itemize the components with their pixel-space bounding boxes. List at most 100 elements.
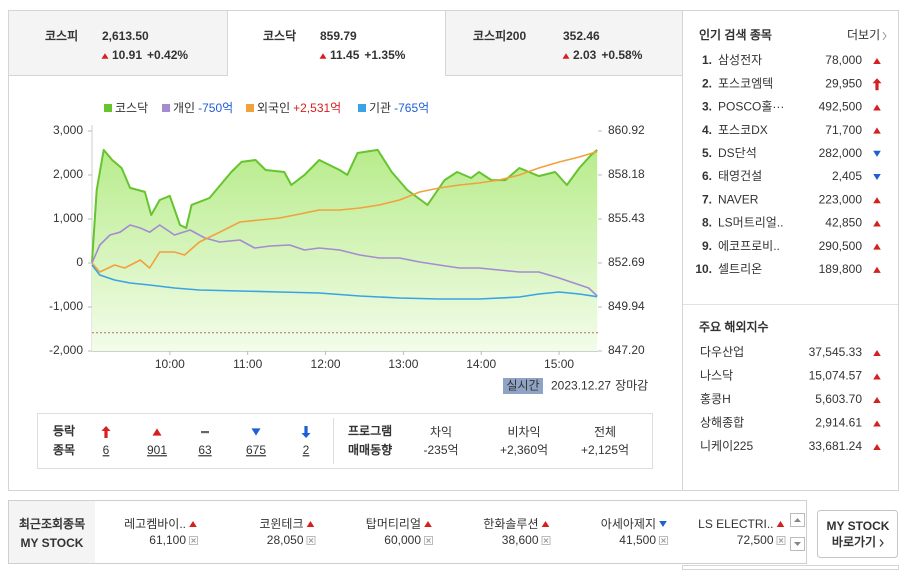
index-tab[interactable] bbox=[8, 10, 228, 76]
remove-x bbox=[661, 538, 666, 543]
popular-name[interactable]: 포스코엠텍 bbox=[718, 76, 773, 90]
popular-rank: 8. bbox=[702, 216, 712, 230]
realtime-badge bbox=[503, 378, 543, 394]
up-icon bbox=[776, 520, 785, 528]
overseas-value: 2,914.61 bbox=[815, 416, 862, 430]
overseas-name: 니케이225 bbox=[700, 439, 753, 453]
down-icon bbox=[873, 173, 881, 181]
up-icon bbox=[873, 420, 881, 427]
tab-change-rate: +0.42% bbox=[147, 48, 188, 62]
y-tick-label: 2,000 bbox=[53, 167, 83, 181]
index-tab[interactable] bbox=[445, 10, 683, 76]
remove-x bbox=[778, 538, 784, 543]
overseas-name: 나스닥 bbox=[700, 369, 733, 383]
up-icon bbox=[873, 127, 881, 134]
up-icon bbox=[873, 266, 881, 273]
x-tick-label: 15:00 bbox=[544, 357, 574, 371]
mystock-button[interactable] bbox=[817, 510, 898, 558]
legend-label: 개인 -750억 bbox=[173, 101, 233, 115]
breadth-box bbox=[37, 413, 653, 469]
program-column-value: +2,125억 bbox=[581, 443, 629, 457]
popular-name[interactable]: 태영건설 bbox=[718, 169, 762, 183]
overseas-value: 37,545.33 bbox=[809, 345, 863, 359]
down-icon bbox=[251, 428, 261, 436]
active-tab-cover bbox=[228, 74, 445, 77]
popular-name[interactable]: LS머트리얼.. bbox=[718, 216, 784, 230]
y-tick-label: -1,000 bbox=[49, 299, 83, 313]
popular-name[interactable]: 포스코DX bbox=[718, 123, 768, 137]
up-icon bbox=[189, 520, 197, 528]
recent-name[interactable]: 레고켐바이.. bbox=[124, 517, 186, 531]
popular-name[interactable]: DS단석 bbox=[718, 146, 757, 160]
series-line bbox=[91, 264, 598, 300]
x-tick-label: 12:00 bbox=[311, 357, 341, 371]
breadth-label: 종목 bbox=[53, 443, 75, 457]
upper-icon bbox=[872, 78, 882, 91]
up-icon bbox=[306, 520, 315, 528]
popular-rank: 10. bbox=[695, 262, 712, 276]
x-tick-label: 10:00 bbox=[155, 357, 185, 371]
recent-title: 최근조회종목 bbox=[19, 516, 85, 531]
lower-icon bbox=[301, 426, 311, 438]
recent-name[interactable]: 한화솔루션 bbox=[483, 517, 538, 531]
recent-label-bg bbox=[9, 501, 95, 563]
recent-bar bbox=[8, 500, 807, 564]
series-line bbox=[91, 224, 598, 297]
program-column-value: +2,360억 bbox=[500, 443, 548, 457]
x-tick-label: 14:00 bbox=[466, 357, 496, 371]
y-tick-label: -2,000 bbox=[49, 343, 83, 357]
legend-total: -750억 bbox=[198, 101, 233, 115]
recent-price: 61,100 bbox=[149, 533, 186, 547]
x-tick-label: 13:00 bbox=[388, 357, 418, 371]
down-icon bbox=[659, 520, 667, 528]
tab-value: 352.46 bbox=[563, 29, 600, 43]
y2-tick-label: 855.43 bbox=[608, 211, 645, 225]
popular-rank: 3. bbox=[702, 100, 712, 114]
overseas-value: 33,681.24 bbox=[809, 439, 863, 453]
tab-name: 코스닥 bbox=[263, 28, 296, 43]
popular-price: 282,000 bbox=[819, 146, 863, 160]
breadth-count[interactable]: 675 bbox=[246, 443, 266, 457]
program-column-name: 비차익 bbox=[507, 425, 540, 439]
legend-label: 외국인 +2,531억 bbox=[257, 101, 341, 115]
index-tab[interactable] bbox=[227, 10, 446, 76]
tab-change: 2.03 +0.58% bbox=[573, 48, 643, 62]
popular-price: 2,405 bbox=[832, 169, 862, 183]
program-column-value: -235억 bbox=[423, 443, 458, 457]
up-icon bbox=[152, 428, 162, 436]
breadth-count[interactable]: 2 bbox=[303, 443, 310, 457]
popular-name[interactable]: NAVER bbox=[718, 192, 759, 206]
tab-change: 11.45 +1.35% bbox=[330, 48, 406, 62]
legend-label: 코스닥 bbox=[115, 101, 148, 115]
tab-value: 2,613.50 bbox=[102, 29, 149, 43]
popular-name[interactable]: POSCO홀··· bbox=[718, 100, 784, 114]
remove-x bbox=[191, 538, 196, 543]
recent-name[interactable]: 아세아제지 bbox=[601, 517, 656, 531]
up-icon bbox=[562, 53, 570, 59]
overseas-title: 주요 해외지수 bbox=[699, 319, 769, 334]
breadth-count[interactable]: 63 bbox=[198, 443, 212, 457]
breadth-count[interactable]: 901 bbox=[147, 443, 167, 457]
breadth-count[interactable]: 6 bbox=[103, 443, 110, 457]
more-link[interactable]: 더보기 bbox=[847, 28, 880, 42]
recent-name[interactable]: 코윈테크 bbox=[259, 517, 303, 531]
popular-name[interactable]: 삼성전자 bbox=[718, 53, 762, 67]
flat-icon bbox=[201, 431, 209, 434]
up-icon bbox=[873, 443, 881, 451]
breadth-label: 등락 bbox=[53, 424, 75, 438]
popular-name[interactable]: 셀트리온 bbox=[718, 262, 762, 276]
recent-price: 60,000 bbox=[384, 533, 421, 547]
recent-name[interactable]: LS ELECTRI.. bbox=[698, 517, 773, 531]
popular-name[interactable]: 에코프로비.. bbox=[718, 239, 780, 253]
popular-price: 492,500 bbox=[819, 100, 863, 114]
tab-change-value: 2.03 bbox=[573, 48, 597, 62]
recent-price: 38,600 bbox=[502, 533, 539, 547]
y2-tick-label: 847.20 bbox=[608, 343, 645, 357]
x-tick-label: 11:00 bbox=[233, 357, 262, 371]
remove-x bbox=[543, 538, 549, 543]
tab-change-value: 10.91 bbox=[112, 48, 142, 62]
up-icon bbox=[873, 396, 881, 404]
popular-price: 71,700 bbox=[825, 123, 862, 137]
recent-name[interactable]: 탑머티리얼 bbox=[366, 517, 421, 531]
